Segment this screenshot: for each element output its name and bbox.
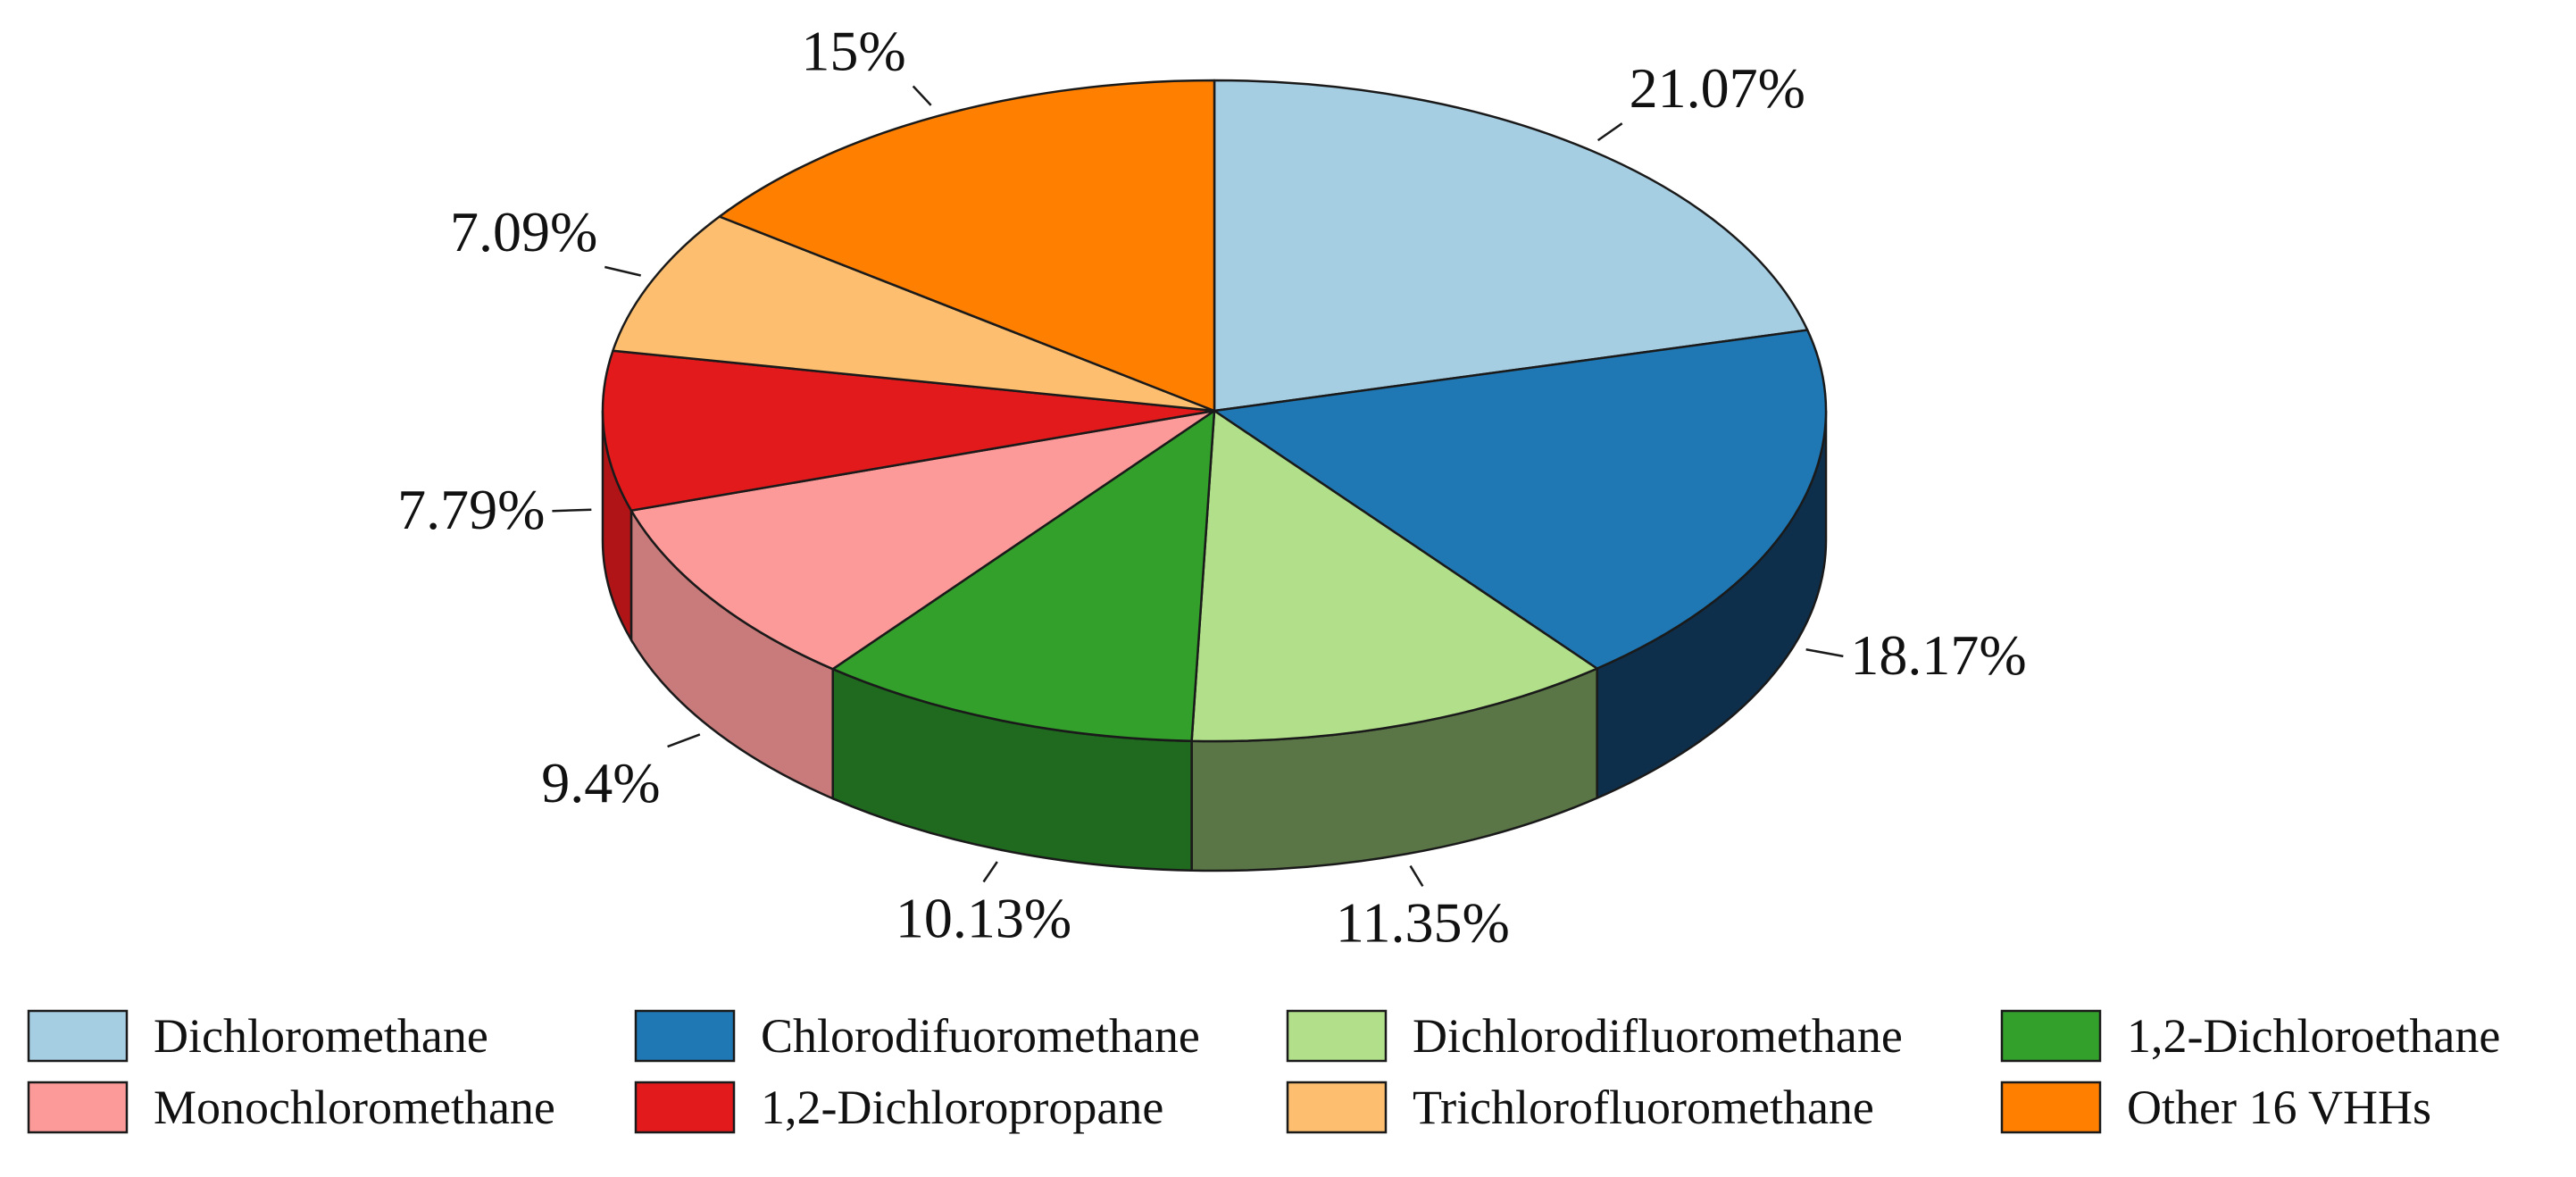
legend-label: 1,2-Dichloropropane	[761, 1081, 1163, 1134]
legend-swatch	[27, 1081, 129, 1134]
leader-1-2-dichloropropane	[552, 508, 592, 513]
legend-item-chlorodifuoromethane: Chlorodifuoromethane	[634, 1009, 1200, 1063]
legend-label: Other 16 VHHs	[2127, 1081, 2431, 1134]
leader-dichloromethane	[1596, 122, 1623, 142]
legend-swatch	[634, 1081, 736, 1134]
legend-label: Trichlorofluoromethane	[1413, 1081, 1874, 1134]
slice-trichlorofluoromethane	[612, 215, 1216, 413]
legend-item-dichloromethane: Dichloromethane	[27, 1009, 488, 1063]
percent-label-trichlorofluoromethane: 7.09%	[450, 200, 597, 263]
slice-chlorodifuoromethane	[1213, 329, 1828, 670]
percent-label-dichlorodifluoromethane: 11.35%	[1336, 890, 1510, 954]
legend-label: 1,2-Dichloroethane	[2127, 1009, 2500, 1063]
slice-1-2-dichloropropane	[601, 349, 1216, 512]
legend-swatch	[1286, 1081, 1388, 1134]
slice-monochloromethane	[629, 409, 1216, 671]
leader-dichlorodifluoromethane	[1409, 864, 1424, 888]
percent-label-1-2-dichloropropane: 7.79%	[397, 478, 545, 541]
leader-1-2-dichloroethane	[982, 861, 998, 883]
slice-dichloromethane	[1213, 79, 1809, 413]
percent-labels: 21.07% 18.17% 11.35% 10.13% 9.4% 7.79% 7.09% 15…	[397, 19, 2027, 954]
slice-other-16-vhhs	[718, 79, 1216, 413]
legend-swatch	[2000, 1081, 2102, 1134]
legend-item-monochloromethane: Monochloromethane	[27, 1081, 555, 1134]
legend-item-other-16-vhhs: Other 16 VHHs	[2000, 1081, 2431, 1134]
percent-label-monochloromethane: 9.4%	[541, 751, 660, 814]
legend-item-dichlorodifluoromethane: Dichlorodifluoromethane	[1286, 1009, 1903, 1063]
legend-label: Chlorodifuoromethane	[761, 1009, 1200, 1063]
label-leaders	[552, 85, 1844, 888]
pie-tops	[601, 79, 1828, 743]
legend: Dichloromethane Chlorodifuoromethane Dichl…	[27, 1009, 2500, 1134]
percent-label-dichloromethane: 21.07%	[1630, 56, 1805, 120]
percent-label-1-2-dichloroethane: 10.13%	[896, 887, 1071, 950]
legend-label: Monochloromethane	[154, 1081, 555, 1134]
leader-other-16-vhhs	[912, 85, 932, 106]
leader-chlorodifuoromethane	[1805, 647, 1844, 658]
percent-label-chlorodifuoromethane: 18.17%	[1850, 623, 2026, 687]
slice-1-2-dichloroethane	[831, 409, 1216, 742]
legend-item-1-2-dichloropropane: 1,2-Dichloropropane	[634, 1081, 1163, 1134]
leader-monochloromethane	[667, 733, 701, 748]
legend-label: Dichloromethane	[154, 1009, 488, 1063]
percent-label-other-16-vhhs: 15%	[801, 19, 905, 82]
legend-swatch	[2000, 1009, 2102, 1063]
legend-item-trichlorofluoromethane: Trichlorofluoromethane	[1286, 1081, 1874, 1134]
slice-dichlorodifluoromethane	[1190, 409, 1598, 743]
leader-trichlorofluoromethane	[604, 265, 641, 277]
legend-swatch	[1286, 1009, 1388, 1063]
legend-swatch	[634, 1009, 736, 1063]
legend-label: Dichlorodifluoromethane	[1413, 1009, 1903, 1063]
legend-item-1-2-dichloroethane: 1,2-Dichloroethane	[2000, 1009, 2500, 1063]
legend-swatch	[27, 1009, 129, 1063]
